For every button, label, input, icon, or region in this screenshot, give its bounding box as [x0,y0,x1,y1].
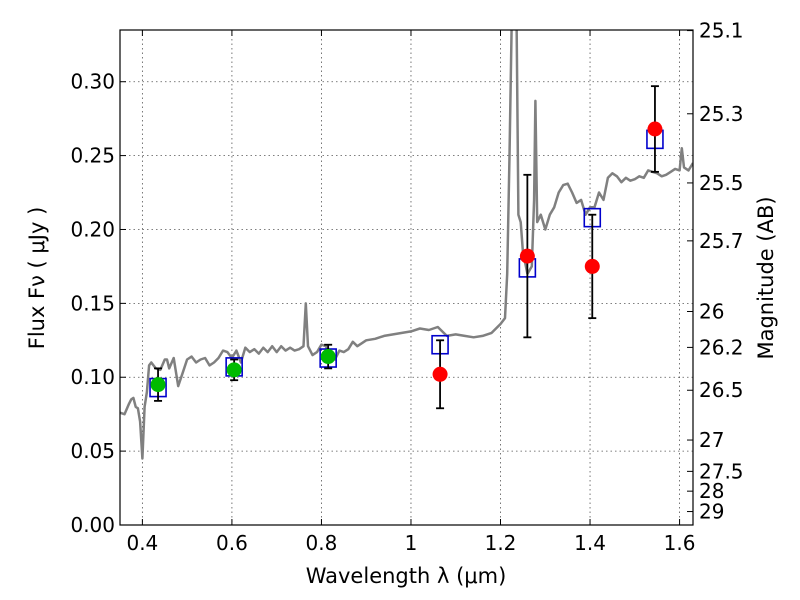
y-tick-label: 0.00 [70,513,115,537]
red-data-point [584,258,600,274]
right-tick-label: 26.2 [699,335,744,359]
x-tick-label: 0.6 [216,531,248,555]
right-axis-label: Magnitude (AB) [754,196,778,359]
red-data-point [432,366,448,382]
right-tick-label: 26.5 [699,378,744,402]
y-tick-label: 0.15 [70,291,115,315]
grid-lines [120,30,693,526]
right-tick-label: 25.5 [699,171,744,195]
axes-frame [119,29,694,526]
template-spectrum-line [120,30,693,460]
red-data-point [519,248,535,264]
y-tick-label: 0.10 [70,365,115,389]
y-tick-label: 0.05 [70,439,115,463]
right-tick-label: 29 [699,500,724,524]
right-tick-label: 25.7 [699,229,744,253]
green-data-point [226,362,242,378]
right-tick-label: 26 [699,299,724,323]
y-axis-label: Flux Fν ( μJy ) [25,207,49,350]
green-data-point [150,377,166,393]
x-tick-label: 0.4 [126,531,158,555]
x-tick-label: 1.6 [664,531,696,555]
x-axis-label: Wavelength λ (μm) [306,564,507,588]
x-tick-label: 1.2 [485,531,517,555]
right-tick-label: 27 [699,428,724,452]
x-tick-label: 1 [405,531,418,555]
data-markers [149,85,664,410]
red-data-point [647,121,663,137]
x-tick-label: 0.8 [306,531,338,555]
right-tick-label: 25.3 [699,102,744,126]
plot-area [120,30,693,460]
right-tick-label: 27.5 [699,459,744,483]
y-tick-label: 0.30 [70,70,115,94]
axis-ticks: 0.4 0.6 0.8 1 1.2 1.4 1.6 0.00 0.05 0.10 0.15 0.20 0… [70,19,743,555]
y-tick-label: 0.20 [70,217,115,241]
right-tick-label: 25.1 [699,19,744,43]
right-tick-label: 28 [699,479,724,503]
y-tick-label: 0.25 [70,144,115,168]
x-tick-label: 1.4 [574,531,606,555]
green-data-point [320,349,336,365]
